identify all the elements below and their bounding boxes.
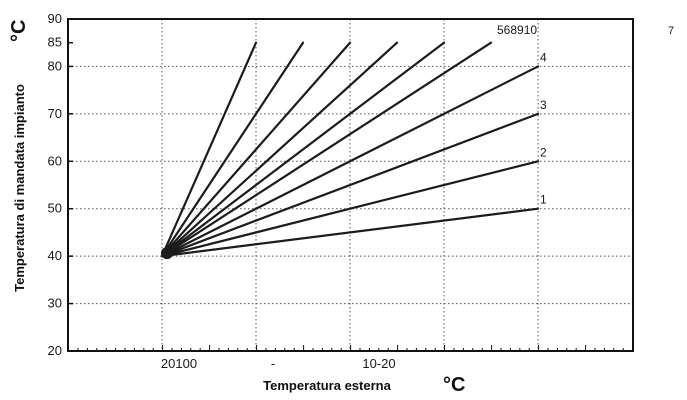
curve-number-label: 4 bbox=[540, 50, 547, 64]
y-axis-title: Temperatura di mandata impianto bbox=[12, 84, 27, 292]
y-tick-label: 90 bbox=[48, 11, 62, 26]
heating-curve-line bbox=[160, 65, 540, 258]
curve-number-label: 2 bbox=[540, 145, 547, 159]
y-tick-label: 70 bbox=[48, 106, 62, 121]
top-curve-label: 568910 bbox=[497, 23, 537, 37]
heating-curve-line bbox=[160, 160, 540, 258]
curve-number-label: 3 bbox=[540, 98, 547, 112]
x-tick-label: 10-20 bbox=[362, 356, 395, 371]
y-tick-label: 50 bbox=[48, 201, 62, 216]
x-tick-label: - bbox=[271, 356, 275, 371]
y-tick-label: 30 bbox=[48, 296, 62, 311]
x-axis-title: Temperatura esterna bbox=[263, 378, 391, 393]
y-tick-labels: 20 30 40 50 60 70 80 85 90 bbox=[48, 11, 62, 358]
heating-curve-line bbox=[160, 41, 493, 258]
heating-curve-line bbox=[160, 112, 540, 258]
heating-curve-line bbox=[160, 41, 305, 258]
y-tick-label: 20 bbox=[48, 343, 62, 358]
curve-origin-point bbox=[161, 247, 173, 260]
corner-label: 7 bbox=[668, 25, 674, 37]
y-tick-label: 40 bbox=[48, 248, 62, 263]
y-tick-label: 80 bbox=[48, 58, 62, 73]
x-tick-label: 20100 bbox=[161, 356, 197, 371]
heating-curve-line bbox=[160, 41, 258, 258]
y-tick-label: 60 bbox=[48, 153, 62, 168]
grid-lines bbox=[68, 19, 633, 351]
curve-labels: 1 2 3 4 bbox=[540, 50, 547, 206]
heating-curve-line bbox=[160, 41, 352, 258]
plot-frame bbox=[67, 18, 634, 352]
heating-curve-line bbox=[160, 41, 446, 258]
x-tick-labels: 20100 - 10-20 bbox=[161, 356, 396, 371]
x-unit-label: °C bbox=[443, 374, 465, 396]
curve-number-label: 1 bbox=[540, 193, 547, 207]
heating-curves bbox=[160, 41, 540, 260]
heating-curve-line bbox=[160, 207, 540, 258]
y-tick-label: 85 bbox=[48, 35, 62, 50]
heating-curve-line bbox=[160, 41, 399, 258]
y-unit-label: °C bbox=[8, 20, 30, 42]
